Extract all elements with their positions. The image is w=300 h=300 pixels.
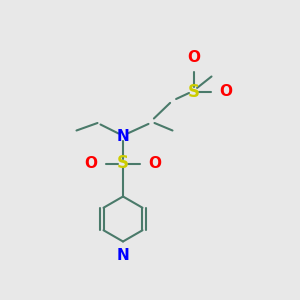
- Text: N: N: [117, 129, 129, 144]
- Text: O: O: [85, 156, 98, 171]
- Text: S: S: [188, 82, 200, 100]
- Text: O: O: [219, 84, 232, 99]
- Text: O: O: [148, 156, 161, 171]
- Text: N: N: [117, 248, 129, 262]
- Text: S: S: [117, 154, 129, 172]
- Text: O: O: [187, 50, 200, 64]
